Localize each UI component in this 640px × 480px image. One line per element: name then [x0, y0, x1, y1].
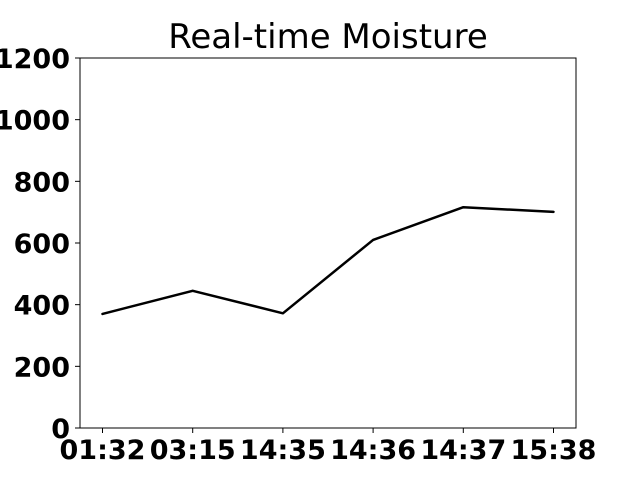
y-tick-label: 400: [14, 291, 70, 322]
series-layer: [101, 205, 555, 316]
x-axis: 01:32 03:15 14:35 14:36 14:37 15:38: [60, 428, 597, 466]
x-tick-label: 15:38: [511, 435, 597, 466]
x-tick-label: 14:36: [330, 435, 416, 466]
y-tick-label: 1000: [0, 106, 70, 137]
y-tick-label: 1200: [0, 44, 70, 75]
y-axis: 0 200 400 600 800 1000 1200: [0, 44, 80, 445]
x-tick-label: 03:15: [150, 435, 236, 466]
plot-frame: [79, 57, 577, 429]
y-tick-label: 200: [14, 352, 70, 383]
y-tick-label: 600: [14, 229, 70, 260]
x-tick-label: 14:35: [240, 435, 326, 466]
chart-title: Real-time Moisture: [168, 17, 488, 57]
x-tick-label: 14:37: [420, 435, 506, 466]
y-tick-label: 800: [14, 167, 70, 198]
series-line: [101, 205, 555, 316]
y-tick-label: 0: [51, 414, 70, 445]
x-tick-label: 01:32: [60, 435, 146, 466]
